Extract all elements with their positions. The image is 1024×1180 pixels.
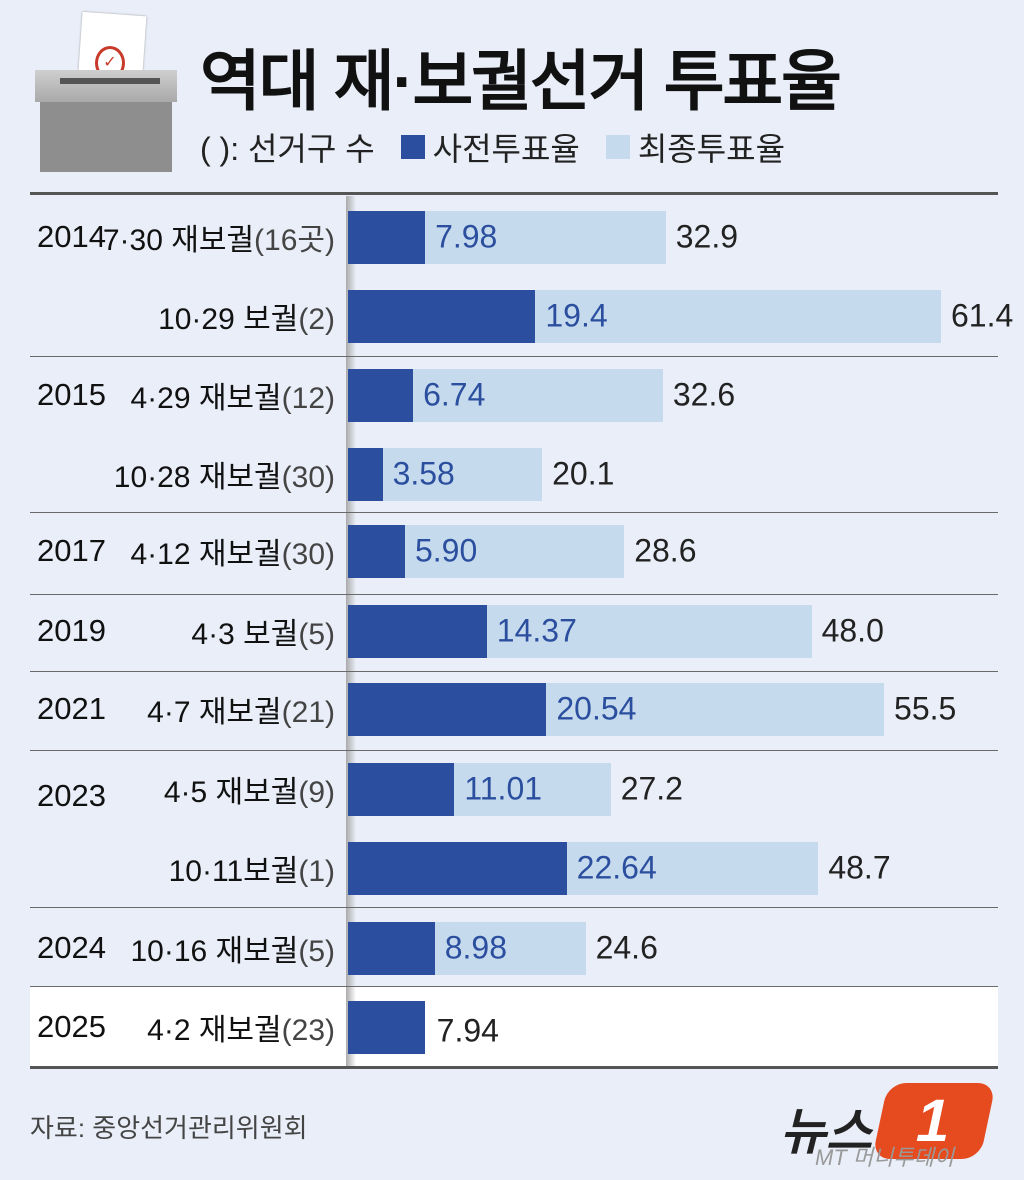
early-value-label: 7.98 <box>435 218 498 255</box>
final-value-label: 20.1 <box>552 455 615 492</box>
year-label: 2023 <box>37 778 106 813</box>
early-value-label: 11.01 <box>464 770 543 807</box>
early-value-label: 19.4 <box>545 297 608 334</box>
event-name: 4·7 재보궐 <box>147 696 282 729</box>
page-title: 역대 재·보궐선거 투표율 <box>200 44 842 118</box>
early-value-label: 14.37 <box>496 612 577 649</box>
early-bar <box>348 369 414 422</box>
event-label: 4·29 재보궐(12) <box>130 373 335 417</box>
event-label: 4·3 보궐(5) <box>191 609 335 653</box>
legend-swatch-early <box>400 135 425 159</box>
year-label: 2014 <box>37 219 106 254</box>
early-value-label: 5.90 <box>414 532 478 569</box>
bottom-divider <box>30 1066 998 1069</box>
event-name: 4·29 재보궐 <box>130 382 282 415</box>
event-name: 7·30 재보궐 <box>102 224 255 257</box>
event-name: 4·3 보궐 <box>191 618 299 651</box>
final-value-label: 27.2 <box>620 770 683 807</box>
logo-text: 뉴스 <box>780 1104 872 1160</box>
highlight-row-2025 <box>30 987 998 1067</box>
district-count: (2) <box>298 303 335 336</box>
year-label: 2015 <box>37 377 106 412</box>
early-bar <box>348 605 487 658</box>
ballot-box-icon <box>40 102 172 172</box>
event-name: 10·29 보궐 <box>158 303 299 336</box>
final-value-label: 48.0 <box>821 612 884 649</box>
district-count: (5) <box>298 618 335 651</box>
early-value-label: 7.94 <box>436 1012 499 1049</box>
event-name: 10·16 재보궐 <box>130 935 299 968</box>
event-name: 4·5 재보궐 <box>163 776 299 809</box>
group-divider <box>30 907 998 908</box>
event-name: 10·28 재보궐 <box>113 461 282 494</box>
event-label: 4·2 재보궐(23) <box>147 1005 335 1049</box>
ballot-slot-icon <box>60 78 160 84</box>
event-label: 4·7 재보궐(21) <box>147 687 335 731</box>
final-value-label: 28.6 <box>634 532 697 569</box>
early-value-label: 22.64 <box>576 849 657 886</box>
source-note: 자료: 중앙선거관리위원회 <box>30 1113 308 1143</box>
event-label: 10·11보궐(1) <box>169 846 335 890</box>
district-count: (16곳) <box>254 224 335 257</box>
year-label: 2024 <box>37 930 106 965</box>
event-label: 7·30 재보궐(16곳) <box>103 215 335 259</box>
final-value-label: 48.7 <box>828 849 891 886</box>
event-label: 10·28 재보궐(30) <box>114 452 335 496</box>
ballot-box-lid-icon <box>35 70 177 102</box>
district-count: (1) <box>298 855 335 888</box>
early-bar <box>348 290 536 343</box>
early-bar <box>348 1001 425 1054</box>
top-divider <box>30 192 998 195</box>
event-name: 4·12 재보궐 <box>130 538 282 571</box>
legend-final: 최종투표율 <box>637 131 786 167</box>
event-label: 4·12 재보궐(30) <box>130 529 335 573</box>
legend-early: 사전투표율 <box>432 131 580 167</box>
final-value-label: 24.6 <box>595 929 658 966</box>
district-count: (5) <box>298 935 335 968</box>
early-bar <box>348 763 455 816</box>
event-name: 10·11보궐 <box>168 855 299 888</box>
district-count: (12) <box>281 382 335 415</box>
early-bar <box>348 448 383 501</box>
legend-swatch-final <box>605 135 630 159</box>
legend: ( ): 선거구 수 사전투표율 최종투표율 <box>200 124 785 170</box>
year-label: 2017 <box>37 533 106 568</box>
year-label: 2021 <box>37 691 106 726</box>
early-value-label: 6.74 <box>423 376 486 413</box>
early-bar <box>348 922 435 975</box>
early-bar <box>348 842 567 895</box>
event-label: 10·29 보궐(2) <box>158 294 335 338</box>
logo-subtext: MT 머니투데이 <box>815 1145 955 1170</box>
district-count: (30) <box>281 538 335 571</box>
district-count: (23) <box>281 1014 335 1047</box>
final-value-label: 55.5 <box>894 690 957 727</box>
group-divider <box>30 356 998 357</box>
early-value-label: 20.54 <box>556 690 637 727</box>
final-value-label: 32.6 <box>672 376 736 413</box>
early-bar <box>348 683 547 736</box>
event-label: 10·16 재보궐(5) <box>130 926 335 970</box>
year-label: 2019 <box>37 613 106 648</box>
early-value-label: 3.58 <box>392 455 455 492</box>
district-count: (9) <box>298 776 335 809</box>
event-label: 4·5 재보궐(9) <box>164 767 335 811</box>
group-divider <box>30 671 998 672</box>
early-bar <box>348 211 426 264</box>
event-name: 4·2 재보궐 <box>147 1014 282 1047</box>
group-divider <box>30 750 998 751</box>
district-count: (21) <box>281 696 335 729</box>
group-divider <box>30 594 998 595</box>
district-count: (30) <box>281 461 335 494</box>
legend-note: ( ): 선거구 수 <box>200 131 375 167</box>
final-value-label: 32.9 <box>675 218 739 255</box>
final-value-label: 61.4 <box>951 297 1014 334</box>
group-divider <box>30 986 998 987</box>
group-divider <box>30 512 998 513</box>
early-value-label: 8.98 <box>444 929 507 966</box>
year-label: 2025 <box>37 1009 106 1044</box>
early-bar <box>348 525 405 578</box>
